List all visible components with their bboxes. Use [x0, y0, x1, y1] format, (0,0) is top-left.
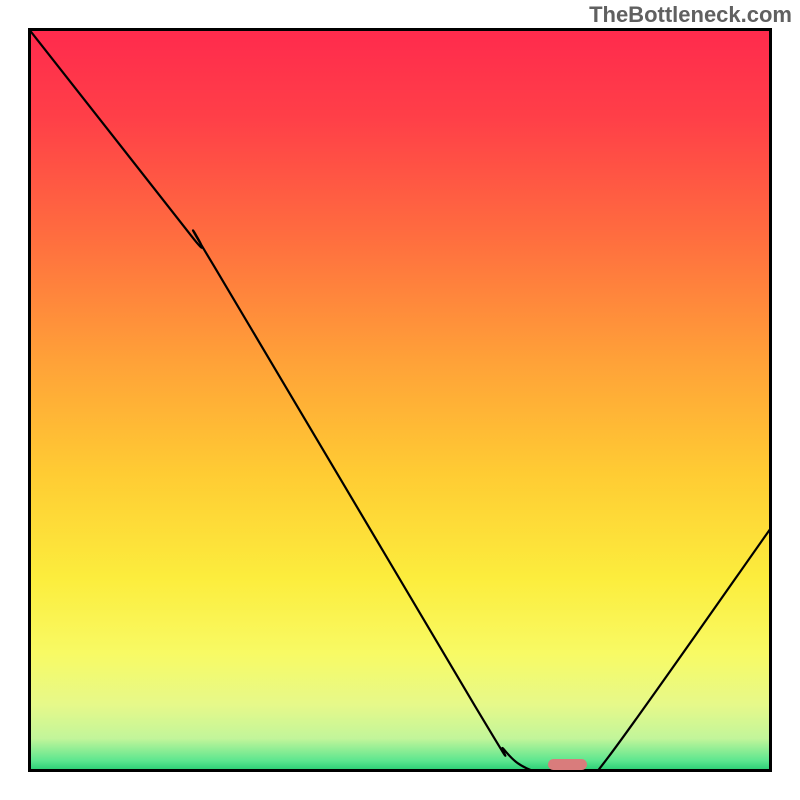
bottleneck-curve: [28, 28, 772, 772]
chart-container: TheBottleneck.com: [0, 0, 800, 800]
plot-area: [28, 28, 772, 772]
optimal-point-marker: [548, 759, 587, 771]
watermark-text: TheBottleneck.com: [589, 2, 792, 28]
